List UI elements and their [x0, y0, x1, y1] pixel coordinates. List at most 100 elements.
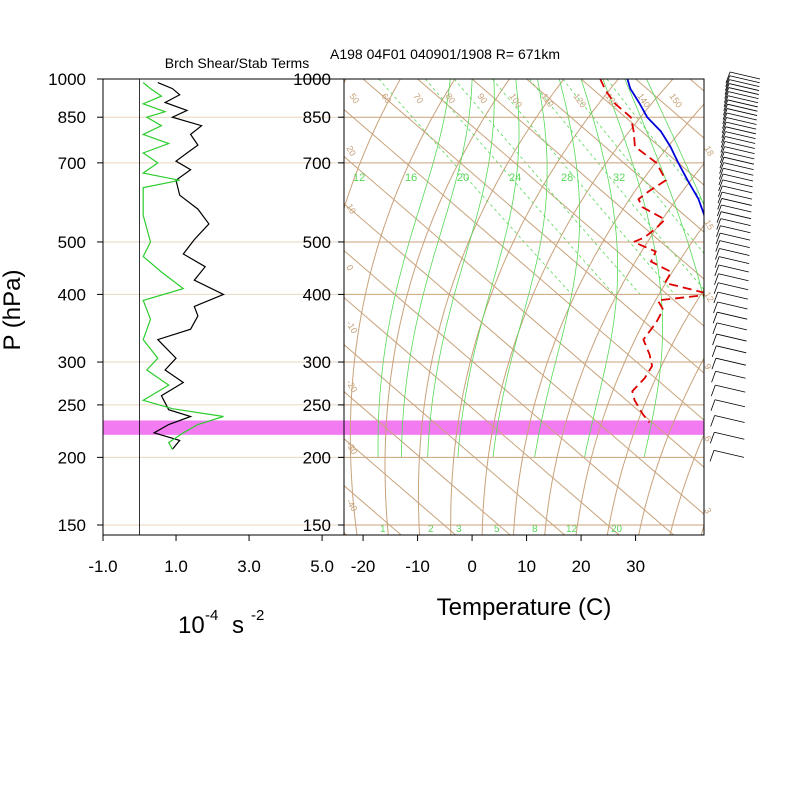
isotherm-label: 10: [344, 202, 358, 216]
wind-barb: [720, 141, 755, 153]
dry-adiabat-label: 100: [507, 91, 524, 109]
x-tick-label-skew: 10: [517, 557, 536, 576]
wind-barb-staff: [724, 146, 755, 155]
left-x-axis-title-unit-exp: -2: [251, 607, 264, 624]
wind-barb: [724, 83, 760, 95]
wind-barb: [714, 264, 749, 277]
wind-barb-staff: [722, 179, 753, 188]
wind-barb-feather: [724, 83, 730, 95]
wind-barb: [721, 121, 757, 134]
wind-barb-feather: [709, 432, 715, 444]
skewt-frame: [343, 78, 705, 536]
dry-adiabat-line: [606, 288, 704, 535]
wind-side-label: 12: [702, 290, 716, 304]
dry-adiabat-line: [793, 68, 800, 542]
isotherm-line: [344, 343, 566, 535]
wind-barb-staff: [721, 204, 752, 213]
wind-barb: [714, 273, 749, 285]
moist-adiabat-line: [534, 79, 580, 458]
wind-barb: [709, 431, 745, 444]
wind-barb: [711, 370, 746, 383]
skewt-x-axis-title: Temperature (C): [437, 594, 612, 621]
wind-barb-feather: [720, 136, 726, 148]
wind-barb-staff: [720, 218, 751, 226]
wind-barb-feather: [714, 264, 720, 277]
x-axis-skew: -20 -10 0 10 20 30: [351, 535, 645, 576]
dry-adiabat-line: [417, 79, 565, 535]
wind-barb: [717, 191, 753, 204]
left-x-axis-title-exp: -4: [205, 607, 218, 624]
wind-barb-feather: [711, 371, 716, 383]
wind-barb: [723, 99, 758, 112]
wind-barb-feather: [717, 198, 723, 210]
wind-barb: [716, 204, 752, 217]
isotherm-line: [471, 79, 704, 280]
wind-barb-feather: [723, 104, 728, 116]
wind-barb-feather: [720, 146, 725, 158]
wind-barb-staff: [714, 415, 745, 423]
dry-adiabat-line: [344, 79, 401, 211]
wind-barb-feather: [722, 112, 728, 125]
wind-barb-feather: [710, 415, 716, 427]
wind-barb-staff: [722, 185, 753, 194]
wind-side-label: 18: [702, 144, 716, 158]
wind-barb: [715, 232, 751, 245]
wind-barb-feather: [719, 151, 725, 163]
wind-barb-staff: [715, 357, 747, 366]
mixing-ratio-line: [492, 79, 676, 295]
dry-adiabat-label: 60: [379, 91, 393, 105]
x-tick-label-skew: -10: [405, 557, 430, 576]
wind-barb-staff: [727, 99, 758, 108]
wind-barb: [719, 162, 754, 174]
wind-barb-feather: [716, 211, 722, 223]
isotherm-line: [634, 79, 704, 139]
wind-side-label: 6: [702, 434, 713, 443]
mixing-ratio-line: [562, 79, 704, 255]
wind-barb-feather: [712, 312, 718, 324]
wind-barb-staff: [719, 248, 750, 256]
wind-barb: [725, 75, 760, 87]
wind-side-label: 9: [702, 362, 713, 371]
wind-barb-staff: [727, 108, 758, 116]
mixing-ratio-label: 20: [611, 524, 623, 535]
moist-adiabat-line: [377, 79, 451, 458]
wind-barb: [711, 345, 747, 357]
dry-adiabat-label: 150: [667, 91, 684, 109]
wind-barb: [713, 291, 748, 304]
dry-adiabat-line: [575, 224, 704, 535]
x-tick-label-left: -1.0: [88, 557, 117, 576]
wind-barb-feather: [712, 333, 717, 346]
wind-barb-staff: [717, 301, 748, 310]
wind-barb-feather: [712, 322, 718, 335]
wind-barbs: [709, 71, 761, 462]
temperature-line: [626, 79, 704, 218]
wind-barb-staff: [717, 291, 748, 300]
wind-barb: [725, 71, 761, 84]
moist-adiabat-line: [580, 79, 618, 458]
wind-barb-staff: [720, 225, 751, 234]
wind-barb: [723, 95, 759, 107]
isotherm-line: [525, 79, 704, 233]
dry-adiabat-line: [481, 79, 674, 535]
y-tick-label-left: 150: [58, 516, 86, 535]
left-series-line-0: [152, 82, 225, 450]
wind-barb: [719, 156, 755, 169]
left-x-axis-title: 10 -4 s -2: [178, 607, 264, 639]
wind-barb-feather: [716, 218, 722, 230]
dry-adiabat-line: [349, 79, 456, 535]
wind-barb: [717, 198, 752, 210]
moist-adiabat-line: [427, 79, 495, 458]
wind-barb: [716, 225, 751, 237]
x-tick-label-skew: 0: [467, 557, 476, 576]
wind-barb-staff: [717, 311, 748, 320]
wind-barb: [720, 146, 755, 158]
wind-barb-staff: [728, 91, 759, 99]
wind-barb: [713, 282, 749, 294]
mixing-ratio-label: 3: [456, 524, 462, 535]
moist-adiabat-line: [624, 79, 704, 302]
wind-barb-feather: [713, 301, 718, 314]
isotherm-label: -30: [344, 440, 359, 456]
y-tick-label-left: 400: [58, 285, 86, 304]
isotherm-label: 0: [344, 263, 355, 272]
